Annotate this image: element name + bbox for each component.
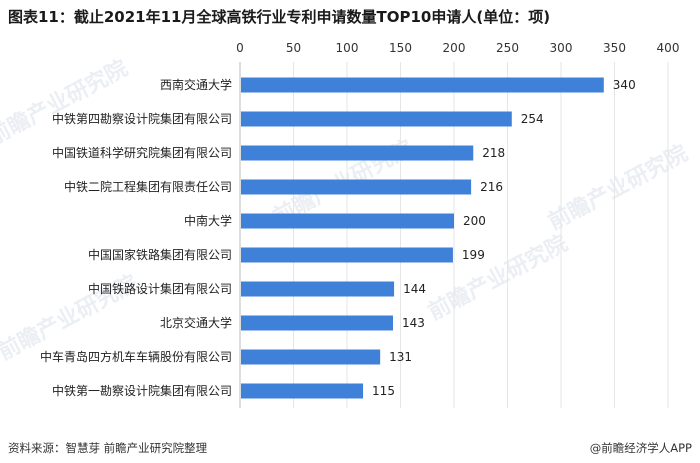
x-tick-label: 300	[550, 41, 573, 55]
category-label: 中铁第一勘察设计院集团有限公司	[52, 383, 232, 398]
brand-note: @前瞻经济学人APP	[589, 441, 692, 455]
x-tick-label: 200	[443, 41, 466, 55]
category-label: 中车青岛四方机车车辆股份有限公司	[40, 349, 232, 364]
category-label: 中南大学	[184, 213, 232, 228]
x-tick-label: 350	[603, 41, 626, 55]
data-label: 216	[480, 180, 503, 194]
category-label: 中铁第四勘察设计院集团有限公司	[52, 111, 232, 126]
bar	[241, 77, 604, 93]
bar	[241, 111, 512, 127]
data-label: 200	[463, 214, 486, 228]
bar	[241, 145, 474, 161]
x-tick-label: 100	[336, 41, 359, 55]
bar	[241, 281, 395, 297]
chart-title: 图表11：截止2021年11月全球高铁行业专利申请数量TOP10申请人(单位：项…	[8, 8, 551, 26]
data-label: 199	[462, 248, 485, 262]
data-label: 254	[521, 112, 544, 126]
bar	[241, 213, 454, 229]
category-label: 中国铁路设计集团有限公司	[88, 281, 232, 296]
data-label: 144	[403, 282, 426, 296]
category-label: 中国国家铁路集团有限公司	[88, 247, 232, 262]
x-tick-label: 250	[496, 41, 519, 55]
category-label: 中铁二院工程集团有限责任公司	[64, 179, 232, 194]
bar	[241, 179, 472, 195]
data-label: 143	[402, 316, 425, 330]
category-label: 西南交通大学	[160, 77, 232, 92]
data-label: 115	[372, 384, 395, 398]
data-label: 340	[613, 78, 636, 92]
x-tick-label: 50	[286, 41, 301, 55]
x-tick-label: 0	[236, 41, 244, 55]
x-tick-label: 400	[657, 41, 680, 55]
bar	[241, 383, 364, 399]
x-tick-label: 150	[389, 41, 412, 55]
source-note: 资料来源：智慧芽 前瞻产业研究院整理	[8, 441, 208, 455]
bar	[241, 315, 394, 331]
bar	[241, 247, 453, 263]
bar	[241, 349, 381, 365]
category-label: 北京交通大学	[160, 315, 232, 330]
data-label: 218	[482, 146, 505, 160]
category-label: 中国铁道科学研究院集团有限公司	[52, 145, 232, 160]
data-label: 131	[389, 350, 412, 364]
